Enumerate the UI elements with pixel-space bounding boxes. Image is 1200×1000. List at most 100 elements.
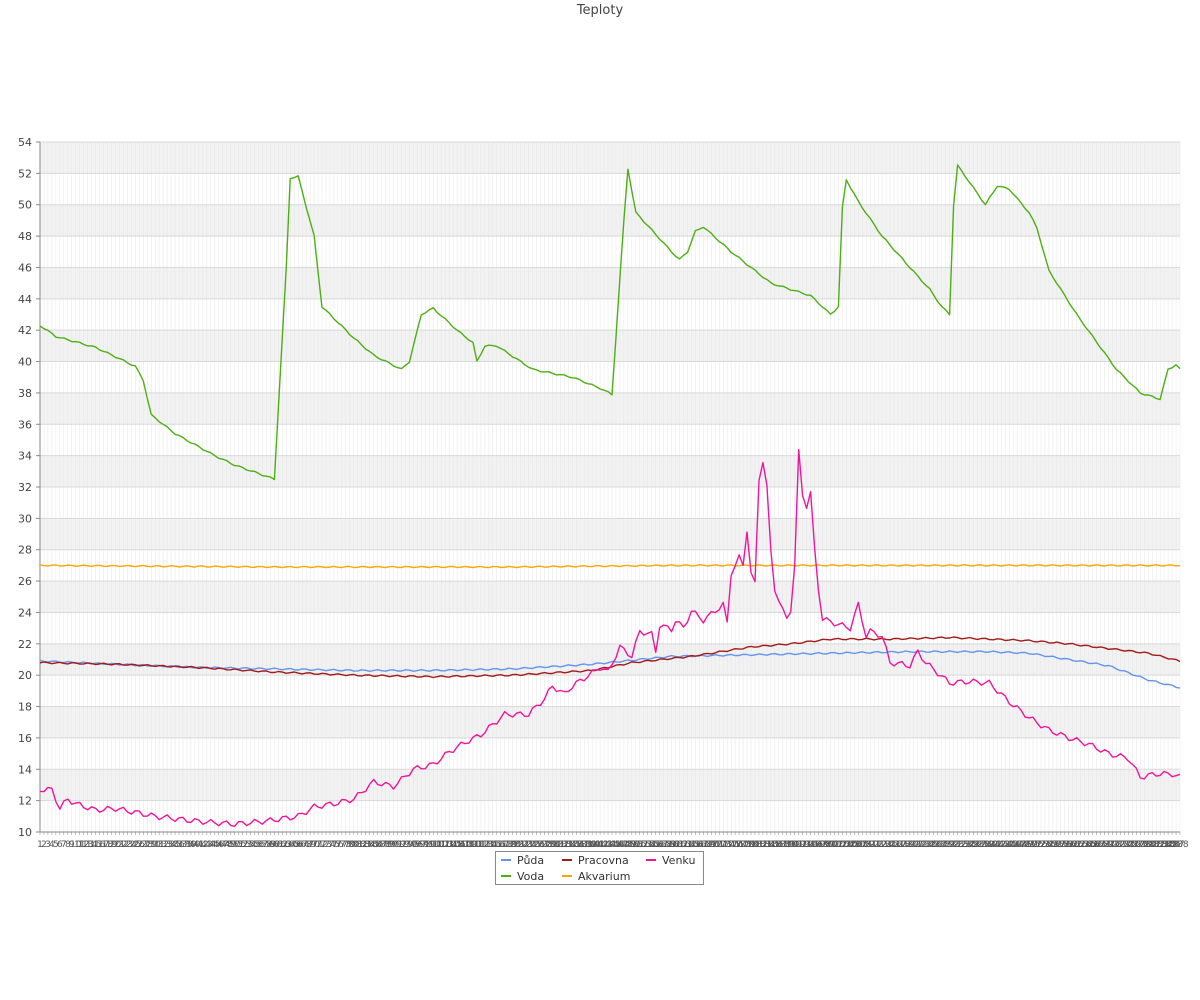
x-tick-label: 92 [396,840,407,850]
x-tick-label: 274 [1116,840,1133,850]
x-tick-label: 25 [130,840,141,850]
horizontal-gridlines [40,141,1180,833]
x-tick-label: 185 [762,840,779,850]
plot-band [40,392,1180,425]
x-tick-label: 150 [623,840,640,850]
x-tick-label: 99 [424,840,436,850]
x-tick-label: 263 [1072,840,1089,850]
x-tick-label: 171 [707,840,724,850]
x-tick-label: 196 [806,840,823,850]
x-tick-label: 23 [122,840,133,850]
y-axis-ticks: 10 12 14 16 18 20 22 24 26 28 30 32 34 36 38 40 42 44 46 48… [18,136,40,839]
x-axis-ticks: 1234567891011121314151617181920212223242… [37,832,1189,850]
x-tick-label: 278 [1132,840,1149,850]
x-tick-label: 118 [496,840,513,850]
x-tick-label: 10 [70,840,82,850]
x-tick-label: 199 [818,840,835,850]
series-line-Voda [39,164,1181,481]
x-tick-label: 29 [145,840,157,850]
x-tick-label: 264 [1076,840,1093,850]
x-tick-label: 250 [1020,840,1037,850]
x-tick-label: 267 [1088,840,1105,850]
x-tick-label: 155 [643,840,660,850]
x-tick-label: 62 [277,840,288,850]
x-tick-label: 284 [1156,840,1173,850]
x-tick-label: 166 [687,840,704,850]
x-tick-label: 145 [603,840,620,850]
x-tick-label: 258 [1052,840,1069,850]
x-tick-label: 18 [102,840,114,850]
x-tick-label: 269 [1096,840,1113,850]
y-tick-label: 22 [18,638,32,651]
x-tick-label: 96 [412,840,424,850]
x-tick-label: 224 [917,840,934,850]
x-tick-label: 176 [727,840,744,850]
x-tick-label: 238 [973,840,990,850]
y-tick-label: 38 [18,387,32,400]
x-tick-label: 285 [1159,840,1176,850]
x-tick-label: 136 [568,840,585,850]
x-tick-label: 164 [679,840,696,850]
x-tick-label: 162 [671,840,688,850]
x-tick-label: 151 [627,840,644,850]
x-tick-label: 251 [1024,840,1041,850]
x-tick-label: 227 [929,840,946,850]
x-tick-label: 188 [774,840,791,850]
x-tick-label: 19 [106,840,118,850]
x-tick-label: 130 [544,840,561,850]
x-tick-label: 125 [524,840,541,850]
x-tick-label: 3 [45,840,51,850]
x-tick-label: 277 [1128,840,1145,850]
x-tick-label: 193 [794,840,811,850]
x-tick-label: 103 [437,840,454,850]
x-tick-label: 38 [181,840,193,850]
x-tick-label: 210 [862,840,879,850]
y-tick-label: 24 [18,606,32,619]
x-tick-label: 168 [695,840,712,850]
y-tick-label: 14 [18,763,32,776]
legend-swatch-puda [501,859,511,861]
x-tick-label: 244 [997,840,1014,850]
x-tick-label: 272 [1108,840,1125,850]
x-tick-label: 34 [165,840,177,850]
legend-item-pracovna: Pracovna [562,854,629,868]
x-tick-label: 242 [989,840,1006,850]
x-tick-label: 21 [114,840,125,850]
x-tick-label: 71 [312,840,323,850]
x-tick-label: 27 [138,840,149,850]
x-tick-label: 146 [607,840,624,850]
x-tick-label: 217 [889,840,906,850]
x-tick-label: 161 [667,840,684,850]
legend-swatch-venku [646,859,656,861]
x-tick-label: 106 [448,840,465,850]
plot-band [40,267,1180,299]
y-tick-label: 32 [18,481,32,494]
x-tick-label: 47 [217,840,228,850]
x-tick-label: 12 [78,840,89,850]
x-tick-label: 273 [1112,840,1129,850]
x-tick-label: 261 [1064,840,1081,850]
x-tick-label: 276 [1124,840,1141,850]
x-tick-label: 216 [885,840,902,850]
x-tick-label: 75 [328,840,339,850]
x-tick-label: 22 [118,840,129,850]
x-tick-label: 260 [1060,840,1077,850]
x-tick-label: 30 [149,840,161,850]
y-tick-label: 36 [18,418,32,431]
x-tick-label: 88 [380,840,392,850]
x-tick-label: 15 [90,840,101,850]
x-tick-label: 140 [584,840,601,850]
x-tick-label: 214 [877,840,894,850]
x-tick-label: 179 [738,840,755,850]
x-tick-label: 8 [65,840,71,850]
x-tick-label: 184 [758,840,775,850]
x-tick-label: 212 [870,840,887,850]
x-tick-label: 189 [778,840,795,850]
x-tick-label: 84 [364,840,376,850]
x-tick-label: 98 [420,840,432,850]
plot-band [40,330,1180,362]
x-tick-label: 32 [157,840,168,850]
x-tick-label: 234 [957,840,974,850]
x-tick-label: 82 [356,840,367,850]
x-tick-label: 17 [98,840,109,850]
